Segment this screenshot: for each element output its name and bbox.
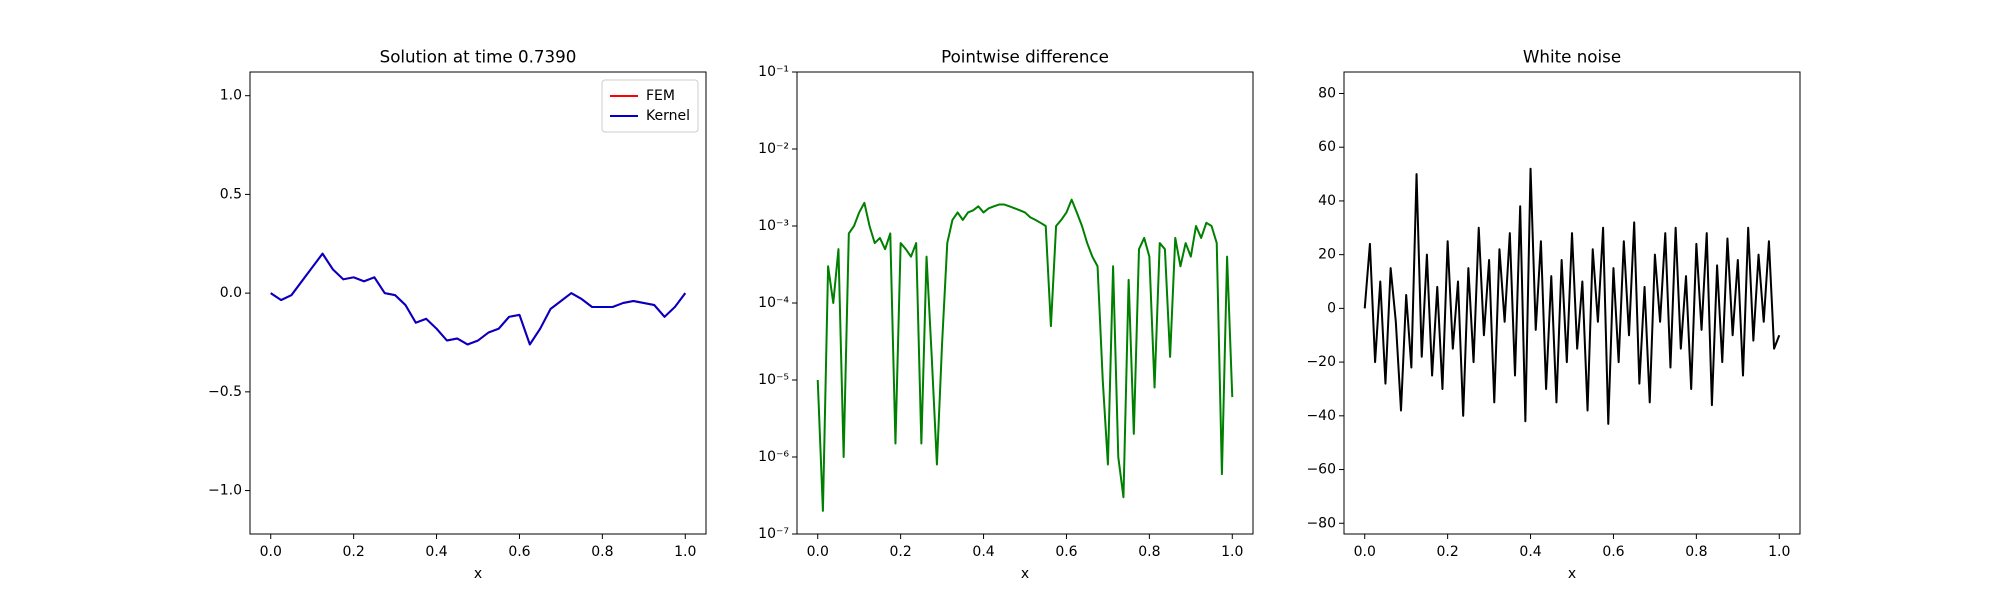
- legend-label: Kernel: [646, 108, 690, 124]
- y-tick-label: 60: [1318, 139, 1336, 155]
- x-tick-label: 0.2: [1437, 544, 1459, 560]
- x-tick-label: 0.8: [1685, 544, 1707, 560]
- x-tick-label: 0.0: [807, 544, 829, 560]
- x-axis-label: x: [1021, 566, 1029, 582]
- chart-title: White noise: [1523, 47, 1621, 67]
- legend-box: [601, 79, 699, 133]
- y-tick-label: 10⁻³: [758, 218, 789, 234]
- chart-title: Pointwise difference: [941, 47, 1109, 67]
- chart-title: Solution at time 0.7390: [380, 47, 577, 67]
- y-tick-label: −80: [1306, 515, 1336, 531]
- axes-frame: [1343, 71, 1801, 535]
- y-tick-label: −1.0: [208, 483, 242, 499]
- x-tick-label: 0.0: [1354, 544, 1376, 560]
- data-line: [1363, 167, 1781, 425]
- y-tick-label: 10⁻⁴: [758, 295, 789, 311]
- axes-frame: [796, 71, 1254, 535]
- plot-area: [797, 72, 1253, 534]
- legend-label: FEM: [646, 88, 675, 104]
- data-line: [816, 198, 1234, 512]
- x-tick-label: 0.4: [972, 544, 994, 560]
- y-tick-label: 1.0: [220, 88, 242, 104]
- y-tick-label: −40: [1306, 408, 1336, 424]
- y-tick-label: 10⁻⁵: [758, 372, 789, 388]
- x-tick-label: 0.4: [1519, 544, 1541, 560]
- x-tick-label: 1.0: [1768, 544, 1790, 560]
- y-tick-label: 0: [1327, 300, 1336, 316]
- plot-area: [250, 72, 706, 534]
- x-axis-label: x: [474, 566, 482, 582]
- x-tick-label: 0.6: [508, 544, 530, 560]
- y-tick-label: 10⁻⁷: [758, 526, 789, 542]
- data-line: [270, 252, 687, 346]
- x-tick-label: 0.8: [1138, 544, 1160, 560]
- y-tick-label: 20: [1318, 247, 1336, 263]
- y-tick-label: 80: [1318, 85, 1336, 101]
- y-tick-label: 40: [1318, 193, 1336, 209]
- x-tick-label: 1.0: [1221, 544, 1243, 560]
- x-tick-label: 0.6: [1055, 544, 1077, 560]
- x-tick-label: 0.8: [591, 544, 613, 560]
- y-tick-label: −60: [1306, 462, 1336, 478]
- y-tick-label: 0.0: [220, 285, 242, 301]
- x-tick-label: 0.2: [343, 544, 365, 560]
- x-axis-label: x: [1568, 566, 1576, 582]
- x-tick-label: 0.0: [260, 544, 282, 560]
- y-tick-label: 10⁻¹: [758, 64, 789, 80]
- x-tick-label: 1.0: [674, 544, 696, 560]
- y-tick-label: −0.5: [208, 384, 242, 400]
- y-tick-label: 0.5: [220, 186, 242, 202]
- x-tick-label: 0.2: [890, 544, 912, 560]
- axes-frame: [249, 71, 707, 535]
- x-tick-label: 0.6: [1602, 544, 1624, 560]
- x-tick-label: 0.4: [425, 544, 447, 560]
- y-tick-label: 10⁻²: [758, 141, 789, 157]
- y-tick-label: −20: [1306, 354, 1336, 370]
- y-tick-label: 10⁻⁶: [758, 449, 789, 465]
